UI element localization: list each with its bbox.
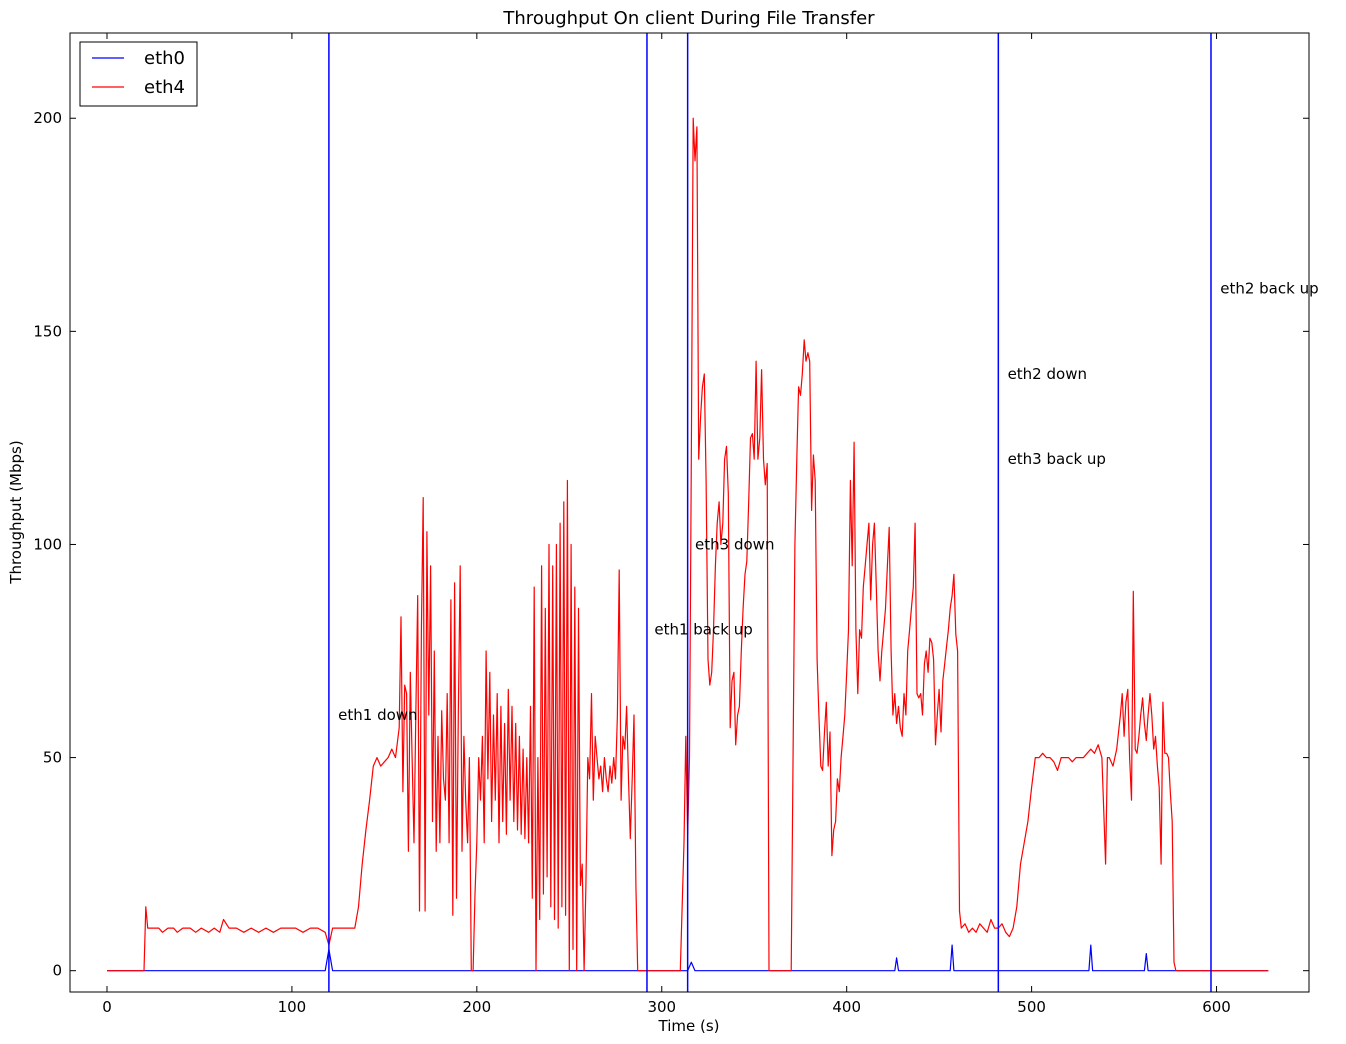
y-tick-label: 50 [43, 749, 62, 767]
y-tick-label: 150 [33, 322, 62, 340]
x-tick-label: 400 [832, 998, 861, 1016]
y-tick-label: 200 [33, 109, 62, 127]
x-tick-label: 0 [102, 998, 112, 1016]
event-annotation: eth2 back up [1220, 280, 1318, 298]
series-line-eth0 [107, 944, 1269, 972]
series-line-eth4 [107, 117, 1269, 972]
event-annotation: eth2 down [1008, 365, 1087, 383]
event-annotation: eth1 back up [654, 621, 752, 639]
chart-title: Throughput On client During File Transfe… [502, 8, 875, 29]
event-annotation: eth3 down [695, 535, 774, 553]
y-tick-label: 0 [52, 962, 62, 980]
y-tick-label: 100 [33, 535, 62, 553]
plot-area [107, 33, 1269, 992]
x-axis-label: Time (s) [658, 1017, 720, 1035]
annotations: eth1 down eth1 back up eth3 down eth3 back … [338, 280, 1318, 724]
x-tick-label: 100 [278, 998, 307, 1016]
legend-label-eth0: eth0 [144, 48, 185, 69]
legend-label-eth4: eth4 [144, 77, 185, 98]
axis-ticks: 0 100 200 300 400 500 600 0 50 100 150 200 [33, 33, 1309, 1016]
event-annotation: eth3 back up [1008, 450, 1106, 468]
x-tick-label: 300 [647, 998, 676, 1016]
y-axis-label: Throughput (Mbps) [7, 440, 25, 584]
event-annotation: eth1 down [338, 706, 417, 724]
legend-box [79, 41, 198, 107]
x-tick-label: 500 [1017, 998, 1046, 1016]
legend: eth0 eth4 [79, 41, 198, 107]
plot-frame [69, 32, 1310, 993]
x-tick-label: 200 [463, 998, 492, 1016]
x-tick-label: 600 [1202, 998, 1231, 1016]
